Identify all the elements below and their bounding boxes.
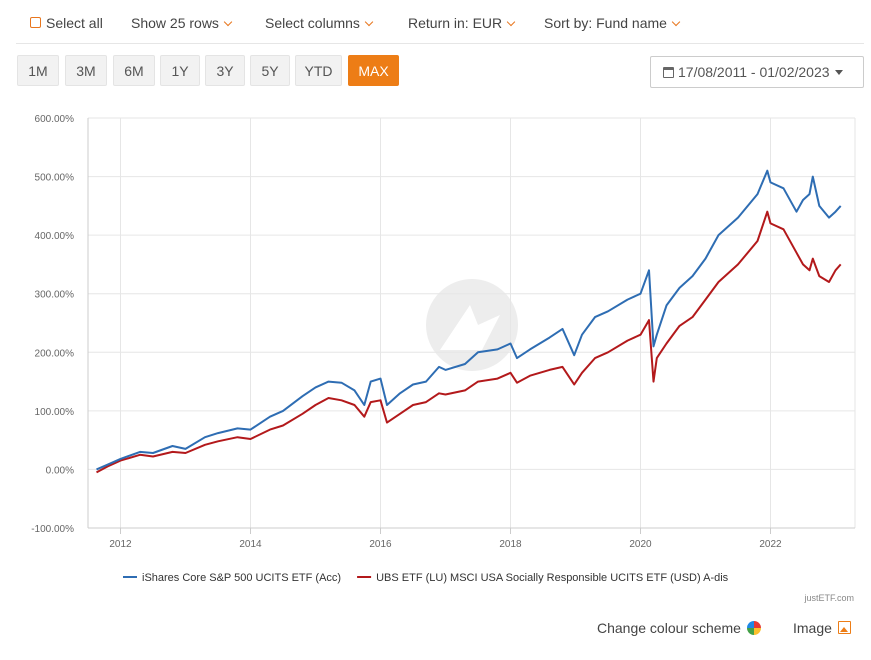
select-columns-label: Select columns <box>265 15 360 31</box>
change-colour-scheme-button[interactable]: Change colour scheme <box>597 620 761 636</box>
y-tick-label: 100.00% <box>35 407 75 418</box>
watermark-arrow <box>440 305 500 350</box>
series-line-2 <box>96 210 842 474</box>
x-tick-label: 2018 <box>499 539 522 550</box>
chart-credit: justETF.com <box>804 593 854 603</box>
performance-chart: -100.00% 0.00% 100.00% 200.00% 300.00% 400.00… <box>31 114 856 584</box>
period-3m-button[interactable]: 3M <box>65 55 107 86</box>
period-1y-button[interactable]: 1Y <box>160 55 200 86</box>
y-tick-label: 200.00% <box>35 348 75 359</box>
select-all-label: Select all <box>46 15 103 31</box>
y-tick-label: 500.00% <box>35 173 75 184</box>
chevron-down-icon <box>671 17 681 27</box>
date-range-picker[interactable]: 17/08/2011 - 01/02/2023 <box>650 56 864 88</box>
period-6m-button[interactable]: 6M <box>113 55 155 86</box>
y-tick-label: 300.00% <box>35 290 75 301</box>
show-rows-dropdown[interactable]: Show 25 rows <box>131 15 233 31</box>
show-rows-label: Show 25 rows <box>131 15 219 31</box>
return-currency-label: Return in: EUR <box>408 15 503 31</box>
series-line-1 <box>96 169 842 471</box>
sort-label: Sort by: Fund name <box>544 15 667 31</box>
change-colour-scheme-label: Change colour scheme <box>597 620 741 636</box>
legend-label-2: UBS ETF (LU) MSCI USA Socially Responsib… <box>376 572 729 584</box>
caret-down-icon <box>834 70 843 75</box>
toolbar-divider <box>16 43 864 44</box>
image-export-button[interactable]: Image <box>793 620 851 636</box>
chevron-down-icon <box>223 17 233 27</box>
y-tick-label: 600.00% <box>35 114 75 125</box>
select-all-checkbox[interactable]: Select all <box>30 15 103 31</box>
date-range-text: 17/08/2011 - 01/02/2023 <box>678 64 830 80</box>
toolbar: Select all Show 25 rows Select columns R… <box>0 0 871 44</box>
image-icon <box>837 621 851 634</box>
period-max-button[interactable]: MAX <box>348 55 399 86</box>
sort-dropdown[interactable]: Sort by: Fund name <box>544 15 681 31</box>
color-wheel-icon <box>746 621 761 635</box>
chevron-down-icon <box>506 17 516 27</box>
y-tick-label: 0.00% <box>46 465 74 476</box>
legend-label-1: iShares Core S&P 500 UCITS ETF (Acc) <box>142 572 341 584</box>
return-currency-dropdown[interactable]: Return in: EUR <box>408 15 516 31</box>
y-tick-label: 400.00% <box>35 231 75 242</box>
x-tick-label: 2012 <box>109 539 132 550</box>
period-1m-button[interactable]: 1M <box>17 55 59 86</box>
x-tick-label: 2020 <box>629 539 652 550</box>
period-3y-button[interactable]: 3Y <box>205 55 245 86</box>
y-tick-label: -100.00% <box>31 524 74 535</box>
period-ytd-button[interactable]: YTD <box>295 55 342 86</box>
calendar-icon <box>663 67 674 78</box>
x-tick-label: 2016 <box>369 539 392 550</box>
period-5y-button[interactable]: 5Y <box>250 55 290 86</box>
x-tick-label: 2014 <box>239 539 262 550</box>
x-tick-label: 2022 <box>759 539 782 550</box>
checkbox-icon <box>30 17 41 28</box>
select-columns-dropdown[interactable]: Select columns <box>265 15 374 31</box>
image-export-label: Image <box>793 620 832 636</box>
chevron-down-icon <box>364 17 374 27</box>
